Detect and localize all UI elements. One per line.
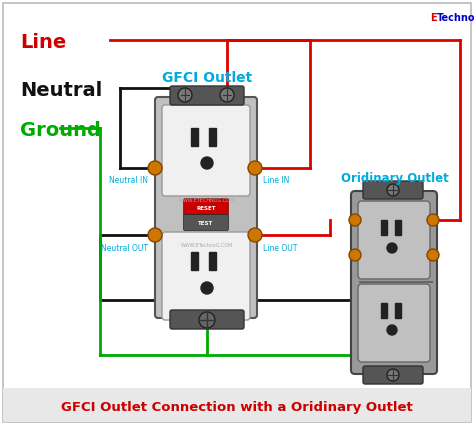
FancyBboxPatch shape	[358, 284, 430, 362]
Circle shape	[178, 88, 192, 102]
Circle shape	[387, 184, 399, 196]
Bar	[209, 252, 216, 270]
FancyBboxPatch shape	[162, 232, 250, 320]
FancyBboxPatch shape	[363, 181, 423, 199]
Text: Neutral OUT: Neutral OUT	[101, 244, 148, 252]
Text: Line IN: Line IN	[263, 176, 289, 184]
Circle shape	[248, 228, 262, 242]
Text: TechnoG: TechnoG	[437, 13, 474, 23]
FancyBboxPatch shape	[155, 97, 257, 318]
Text: GFCI Outlet: GFCI Outlet	[162, 71, 252, 85]
FancyBboxPatch shape	[170, 86, 244, 105]
Circle shape	[427, 249, 439, 261]
Circle shape	[220, 88, 234, 102]
Text: GFCI Outlet Connection with a Oridinary Outlet: GFCI Outlet Connection with a Oridinary …	[61, 400, 413, 414]
Bar	[191, 252, 198, 270]
Circle shape	[387, 325, 397, 335]
Text: E: E	[430, 13, 437, 23]
Text: RESET: RESET	[196, 206, 216, 210]
Text: Neutral: Neutral	[20, 80, 102, 99]
Bar	[381, 220, 387, 235]
Circle shape	[148, 161, 162, 175]
Text: WWW.ETechnoG.COM: WWW.ETechnoG.COM	[181, 243, 233, 247]
Circle shape	[248, 161, 262, 175]
Bar	[3, 388, 471, 422]
Circle shape	[199, 312, 215, 328]
Text: Line OUT: Line OUT	[263, 244, 297, 252]
FancyBboxPatch shape	[162, 105, 250, 196]
Circle shape	[387, 369, 399, 381]
Text: Neutral IN: Neutral IN	[109, 176, 148, 184]
Text: Line: Line	[20, 32, 66, 51]
FancyBboxPatch shape	[3, 3, 471, 422]
Circle shape	[148, 228, 162, 242]
Circle shape	[349, 249, 361, 261]
Circle shape	[349, 214, 361, 226]
FancyBboxPatch shape	[170, 310, 244, 329]
Bar	[395, 220, 401, 235]
Text: WWW.ETECHNOG.COM: WWW.ETECHNOG.COM	[179, 198, 235, 202]
Text: Oridinary Outlet: Oridinary Outlet	[341, 172, 449, 184]
Circle shape	[201, 157, 213, 169]
Bar	[381, 303, 387, 318]
Bar	[395, 303, 401, 318]
Circle shape	[427, 214, 439, 226]
Text: Ground: Ground	[20, 121, 101, 139]
FancyBboxPatch shape	[183, 215, 228, 230]
FancyBboxPatch shape	[351, 191, 437, 374]
FancyBboxPatch shape	[183, 198, 228, 215]
Circle shape	[387, 243, 397, 253]
Bar	[209, 128, 216, 146]
Text: TEST: TEST	[199, 221, 214, 226]
FancyBboxPatch shape	[358, 201, 430, 279]
Circle shape	[201, 282, 213, 294]
FancyBboxPatch shape	[363, 366, 423, 384]
Bar	[191, 128, 198, 146]
